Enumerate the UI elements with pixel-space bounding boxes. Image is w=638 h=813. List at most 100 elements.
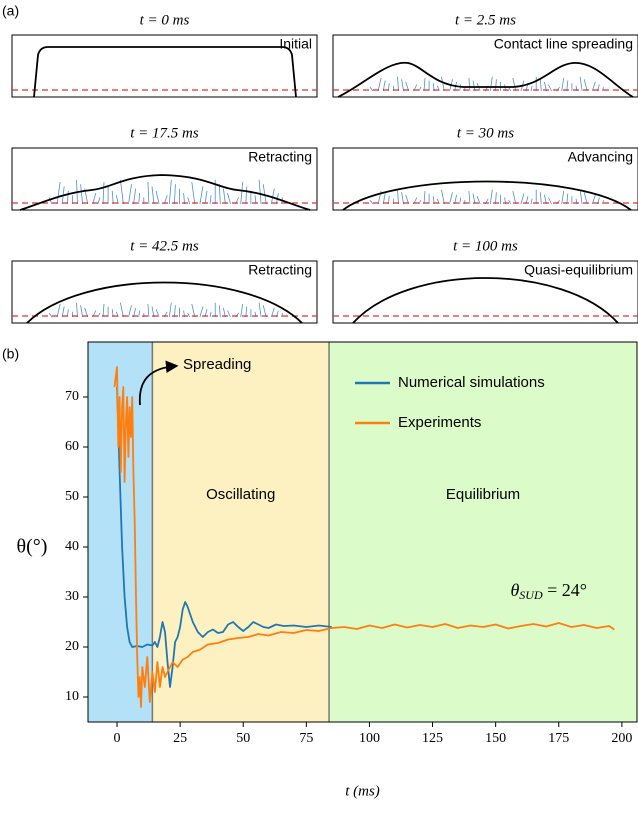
velocity-arrow xyxy=(281,313,283,318)
velocity-arrow xyxy=(199,306,204,318)
snapshot-time: t = 30 ms xyxy=(457,125,514,141)
velocity-arrow xyxy=(240,181,244,205)
velocity-arrow xyxy=(48,197,53,205)
region-label: Oscillating xyxy=(206,486,275,503)
annotation-symbol: θ xyxy=(510,580,519,600)
velocity-arrow xyxy=(530,85,533,92)
velocity-arrow xyxy=(377,77,382,92)
velocity-arrow xyxy=(382,193,386,205)
velocity-arrow xyxy=(245,186,248,205)
y-tick-label: 20 xyxy=(65,639,79,654)
velocity-arrow xyxy=(151,306,155,318)
velocity-arrow xyxy=(187,197,191,205)
snapshot-time: t = 17.5 ms xyxy=(130,125,199,141)
velocity-arrow xyxy=(92,192,97,205)
spreading-arrow xyxy=(138,360,179,406)
velocity-arrow xyxy=(138,310,141,318)
velocity-arrow xyxy=(566,80,569,92)
velocity-arrow xyxy=(227,192,231,205)
velocity-arrow xyxy=(102,303,105,318)
velocity-arrow xyxy=(472,80,476,92)
velocity-arrow xyxy=(401,79,404,92)
velocity-arrow xyxy=(240,303,244,318)
legend-label: Numerical simulations xyxy=(398,374,545,391)
velocity-arrow xyxy=(102,181,105,205)
snapshot-label: Retracting xyxy=(248,262,312,278)
velocity-arrow xyxy=(223,188,226,205)
velocity-arrow xyxy=(583,79,588,92)
droplet-profile xyxy=(342,180,632,211)
snapshot: t = 17.5 ms Retracting xyxy=(11,125,318,211)
series-line xyxy=(113,366,615,708)
velocity-arrow xyxy=(151,186,155,205)
velocity-arrow xyxy=(218,184,221,205)
legend-label: Experiments xyxy=(398,414,481,431)
velocity-arrow xyxy=(418,86,422,92)
x-axis-label: t (ms) xyxy=(345,783,380,799)
snapshot-label: Initial xyxy=(279,36,312,52)
velocity-arrow xyxy=(155,309,160,318)
y-tick-label: 10 xyxy=(65,689,79,704)
snapshot: t = 0 ms Initial xyxy=(11,12,318,98)
snapshot: t = 100 ms Quasi-equilibrium xyxy=(332,238,638,324)
snapshot-frame xyxy=(332,260,638,324)
x-tick-label: 175 xyxy=(548,731,569,746)
velocity-arrow xyxy=(97,197,101,205)
velocity-arrow xyxy=(418,199,422,205)
x-tick-label: 0 xyxy=(114,731,121,746)
x-tick-label: 125 xyxy=(422,731,443,746)
velocity-arrow xyxy=(133,188,136,205)
velocity-arrow xyxy=(183,192,185,205)
series-line xyxy=(116,386,332,688)
x-tick-label: 200 xyxy=(611,731,632,746)
velocity-arrow xyxy=(548,197,552,205)
velocity-arrow xyxy=(512,77,517,92)
annotation: θSUD = 24° xyxy=(510,580,587,602)
velocity-arrow xyxy=(548,84,552,92)
velocity-arrow xyxy=(128,184,132,205)
velocity-arrow xyxy=(459,197,462,205)
snapshot-label: Retracting xyxy=(248,149,312,165)
snapshot: t = 2.5 ms Contact line spreading xyxy=(332,12,638,98)
velocity-arrow xyxy=(495,79,497,92)
velocity-arrow xyxy=(423,190,426,205)
velocity-arrow xyxy=(61,306,65,318)
velocity-arrow xyxy=(401,192,404,205)
velocity-arrow xyxy=(539,192,542,205)
velocity-arrow xyxy=(111,190,114,205)
annotation-subscript: SUD xyxy=(519,588,543,602)
velocity-arrow xyxy=(191,181,196,205)
velocity-arrow xyxy=(209,195,212,205)
velocity-arrow xyxy=(441,189,445,205)
velocity-arrow xyxy=(187,312,191,318)
plot-frame xyxy=(87,341,638,723)
velocity-arrow xyxy=(489,76,493,92)
velocity-arrow xyxy=(579,76,583,92)
region-label: Equilibrium xyxy=(446,486,520,503)
velocity-arrow xyxy=(168,302,172,318)
snapshot-time: t = 42.5 ms xyxy=(130,238,199,254)
annotation-text: = 24° xyxy=(543,580,587,600)
velocity-arrow xyxy=(120,302,124,318)
velocity-arrow xyxy=(147,181,150,205)
y-axis-label: θ(°) xyxy=(17,536,48,558)
velocity-arrow xyxy=(138,192,141,205)
snapshots: t = 0 ms Initial t = 2.5 ms Contact line sp… xyxy=(11,12,638,324)
snapshot-time: t = 100 ms xyxy=(453,238,518,254)
velocity-arrow xyxy=(423,77,426,92)
velocity-arrow xyxy=(382,80,386,92)
velocity-arrow xyxy=(566,193,569,205)
velocity-arrow xyxy=(495,192,497,205)
y-tick-label: 60 xyxy=(65,439,79,454)
velocity-arrow xyxy=(209,311,212,318)
droplet-profile xyxy=(19,174,311,211)
velocity-arrow xyxy=(476,196,481,205)
snapshot-frame xyxy=(332,147,638,211)
droplet-profile xyxy=(26,281,303,324)
velocity-arrow xyxy=(191,303,196,318)
velocity-arrow xyxy=(174,305,176,318)
velocity-arrow xyxy=(520,193,525,205)
droplet-profile xyxy=(33,46,297,98)
velocity-arrow xyxy=(80,305,83,318)
